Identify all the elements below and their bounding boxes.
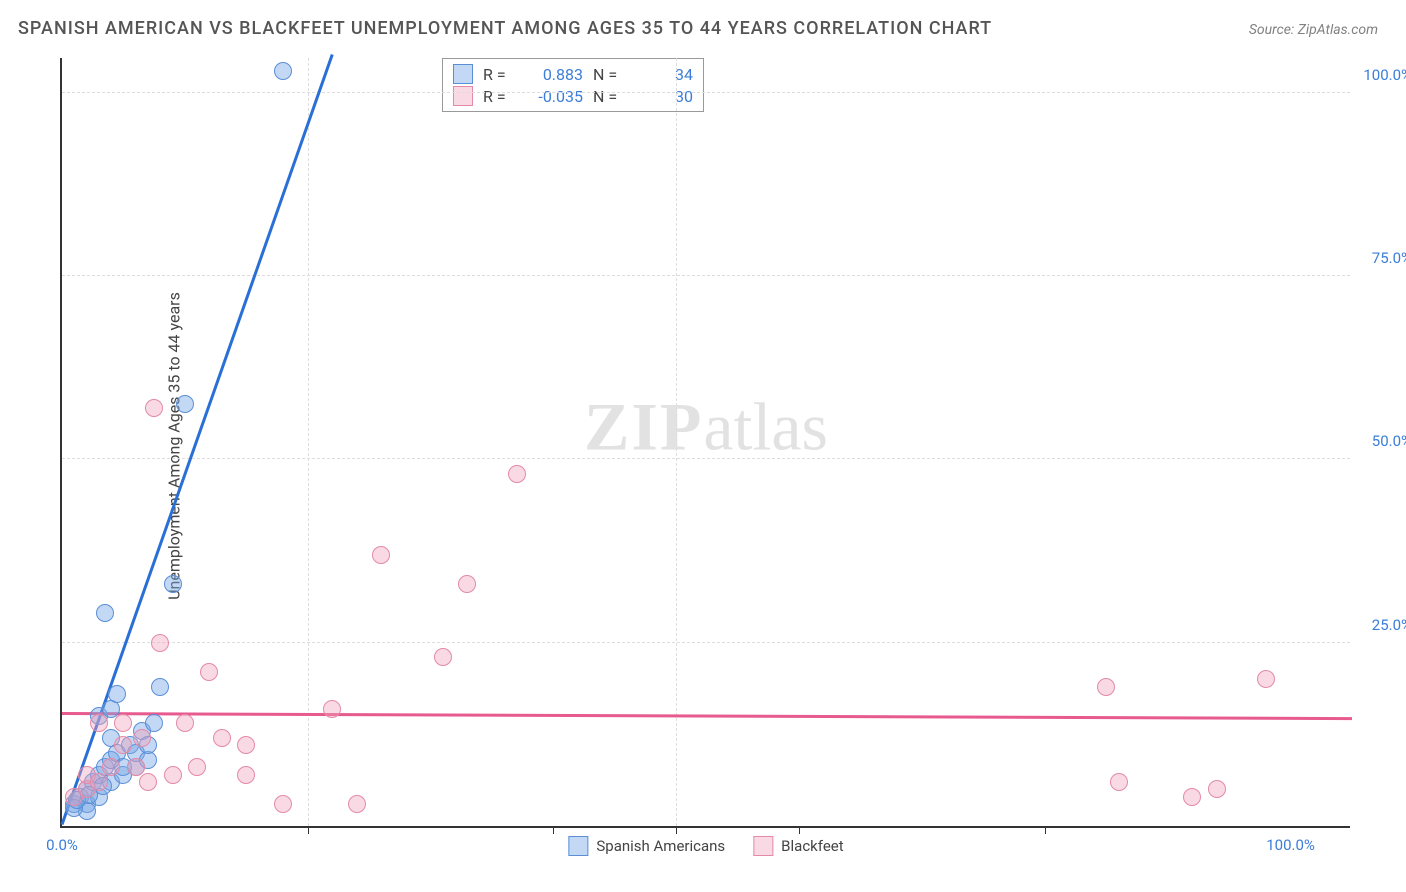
trend-line: [62, 712, 1352, 720]
data-point: [323, 700, 341, 718]
stat-n-value: 30: [633, 87, 693, 106]
data-point: [372, 546, 390, 564]
data-point: [458, 575, 476, 593]
x-tick-label: 0.0%: [46, 836, 78, 854]
data-point: [108, 685, 126, 703]
x-tick-mark: [553, 826, 554, 834]
stat-n-value: 34: [633, 65, 693, 84]
stat-n-label: N =: [593, 65, 623, 84]
legend-label: Spanish Americans: [596, 837, 725, 855]
y-tick-label: 75.0%: [1372, 249, 1406, 267]
y-tick-label: 25.0%: [1372, 616, 1406, 634]
y-tick-label: 50.0%: [1372, 432, 1406, 450]
data-point: [176, 714, 194, 732]
data-point: [1097, 678, 1115, 696]
data-point: [1183, 788, 1201, 806]
stat-r-value: 0.883: [523, 65, 583, 84]
watermark-text: ZIPatlas: [584, 387, 828, 466]
data-point: [151, 678, 169, 696]
data-point: [133, 729, 151, 747]
data-point: [1257, 670, 1275, 688]
data-point: [145, 714, 163, 732]
data-point: [188, 758, 206, 776]
y-tick-label: 100.0%: [1363, 66, 1406, 84]
legend-item: Spanish Americans: [568, 836, 725, 856]
data-point: [508, 465, 526, 483]
data-point: [348, 795, 366, 813]
x-tick-mark: [308, 826, 309, 834]
data-point: [151, 634, 169, 652]
legend-swatch: [753, 836, 773, 856]
data-point: [1208, 780, 1226, 798]
source-attribution: Source: ZipAtlas.com: [1249, 22, 1378, 38]
data-point: [114, 714, 132, 732]
legend-swatch: [453, 64, 473, 84]
stat-r-label: R =: [483, 87, 513, 106]
gridline-vertical: [308, 58, 309, 826]
data-point: [145, 399, 163, 417]
data-point: [102, 758, 120, 776]
stat-r-value: -0.035: [523, 87, 583, 106]
watermark-light: atlas: [703, 388, 828, 464]
data-point: [90, 773, 108, 791]
stats-legend-row: R = 0.883 N = 34: [453, 63, 693, 85]
gridline-horizontal: [62, 458, 1350, 459]
gridline-horizontal: [62, 642, 1350, 643]
legend-item: Blackfeet: [753, 836, 843, 856]
data-point: [237, 766, 255, 784]
scatter-plot-area: ZIPatlas R =0.883N =34R =-0.035N =30 Spa…: [60, 58, 1350, 828]
data-point: [200, 663, 218, 681]
data-point: [164, 575, 182, 593]
stats-legend-box: R = 0.883 N = 34 R = -0.035 N = 30: [442, 58, 704, 112]
series-legend: Spanish Americans Blackfeet: [568, 836, 843, 856]
x-tick-label: 100.0%: [1266, 836, 1315, 854]
data-point: [114, 736, 132, 754]
data-point: [213, 729, 231, 747]
data-point: [434, 648, 452, 666]
x-tick-mark: [1045, 826, 1046, 834]
chart-title: SPANISH AMERICAN VS BLACKFEET UNEMPLOYME…: [18, 18, 992, 39]
data-point: [274, 795, 292, 813]
data-point: [96, 604, 114, 622]
stat-n-label: N =: [593, 87, 623, 106]
data-point: [90, 714, 108, 732]
data-point: [139, 773, 157, 791]
data-point: [164, 766, 182, 784]
gridline-horizontal: [62, 92, 1350, 93]
data-point: [237, 736, 255, 754]
stats-legend-row: R = -0.035 N = 30: [453, 85, 693, 107]
watermark-bold: ZIP: [584, 388, 703, 464]
stat-r-label: R =: [483, 65, 513, 84]
legend-swatch: [568, 836, 588, 856]
data-point: [176, 395, 194, 413]
x-tick-mark: [676, 826, 677, 834]
x-tick-mark: [799, 826, 800, 834]
gridline-vertical: [676, 58, 677, 826]
data-point: [274, 62, 292, 80]
data-point: [1110, 773, 1128, 791]
legend-swatch: [453, 86, 473, 106]
legend-label: Blackfeet: [781, 837, 843, 855]
